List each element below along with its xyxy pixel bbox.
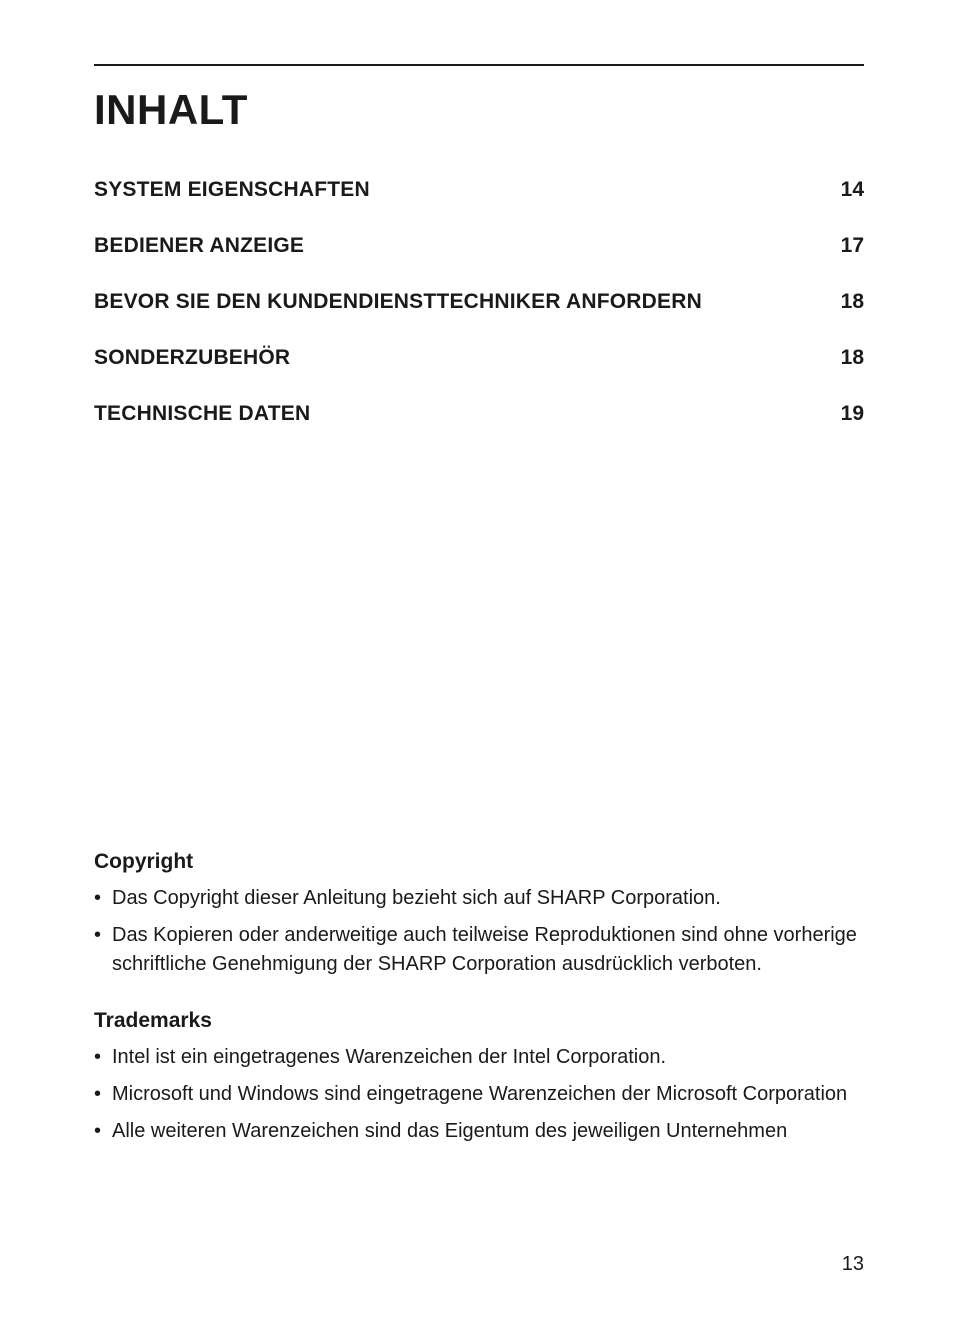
copyright-heading: Copyright <box>94 850 864 874</box>
toc-page: 18 <box>834 290 864 314</box>
document-page: INHALT SYSTEM EIGENSCHAFTEN 14 BEDIENER … <box>0 0 954 426</box>
toc-page: 18 <box>834 346 864 370</box>
trademarks-list: Intel ist ein eingetragenes Warenzeichen… <box>94 1043 864 1146</box>
toc-page: 14 <box>834 178 864 202</box>
trademarks-section: Trademarks Intel ist ein eingetragenes W… <box>94 1009 864 1146</box>
toc-label: BEVOR SIE DEN KUNDENDIENSTTECHNIKER ANFO… <box>94 290 702 314</box>
top-rule <box>94 64 864 66</box>
toc-page: 19 <box>834 402 864 426</box>
list-item: Das Kopieren oder anderweitige auch teil… <box>94 921 864 979</box>
lower-section: Copyright Das Copyright dieser Anleitung… <box>94 850 864 1176</box>
list-item: Microsoft und Windows sind eingetragene … <box>94 1080 864 1109</box>
list-item: Alle weiteren Warenzeichen sind das Eige… <box>94 1117 864 1146</box>
list-item: Intel ist ein eingetragenes Warenzeichen… <box>94 1043 864 1072</box>
toc-row: SYSTEM EIGENSCHAFTEN 14 <box>94 178 864 202</box>
toc-row: TECHNISCHE DATEN 19 <box>94 402 864 426</box>
trademarks-heading: Trademarks <box>94 1009 864 1033</box>
copyright-list: Das Copyright dieser Anleitung bezieht s… <box>94 884 864 979</box>
toc-row: SONDERZUBEHÖR 18 <box>94 346 864 370</box>
toc-label: SYSTEM EIGENSCHAFTEN <box>94 178 370 202</box>
toc-label: TECHNISCHE DATEN <box>94 402 310 426</box>
page-title: INHALT <box>94 86 864 134</box>
table-of-contents: SYSTEM EIGENSCHAFTEN 14 BEDIENER ANZEIGE… <box>94 178 864 426</box>
page-number: 13 <box>842 1253 864 1276</box>
list-item: Das Copyright dieser Anleitung bezieht s… <box>94 884 864 913</box>
toc-row: BEVOR SIE DEN KUNDENDIENSTTECHNIKER ANFO… <box>94 290 864 314</box>
toc-label: SONDERZUBEHÖR <box>94 346 290 370</box>
copyright-section: Copyright Das Copyright dieser Anleitung… <box>94 850 864 979</box>
toc-row: BEDIENER ANZEIGE 17 <box>94 234 864 258</box>
toc-label: BEDIENER ANZEIGE <box>94 234 304 258</box>
toc-page: 17 <box>834 234 864 258</box>
